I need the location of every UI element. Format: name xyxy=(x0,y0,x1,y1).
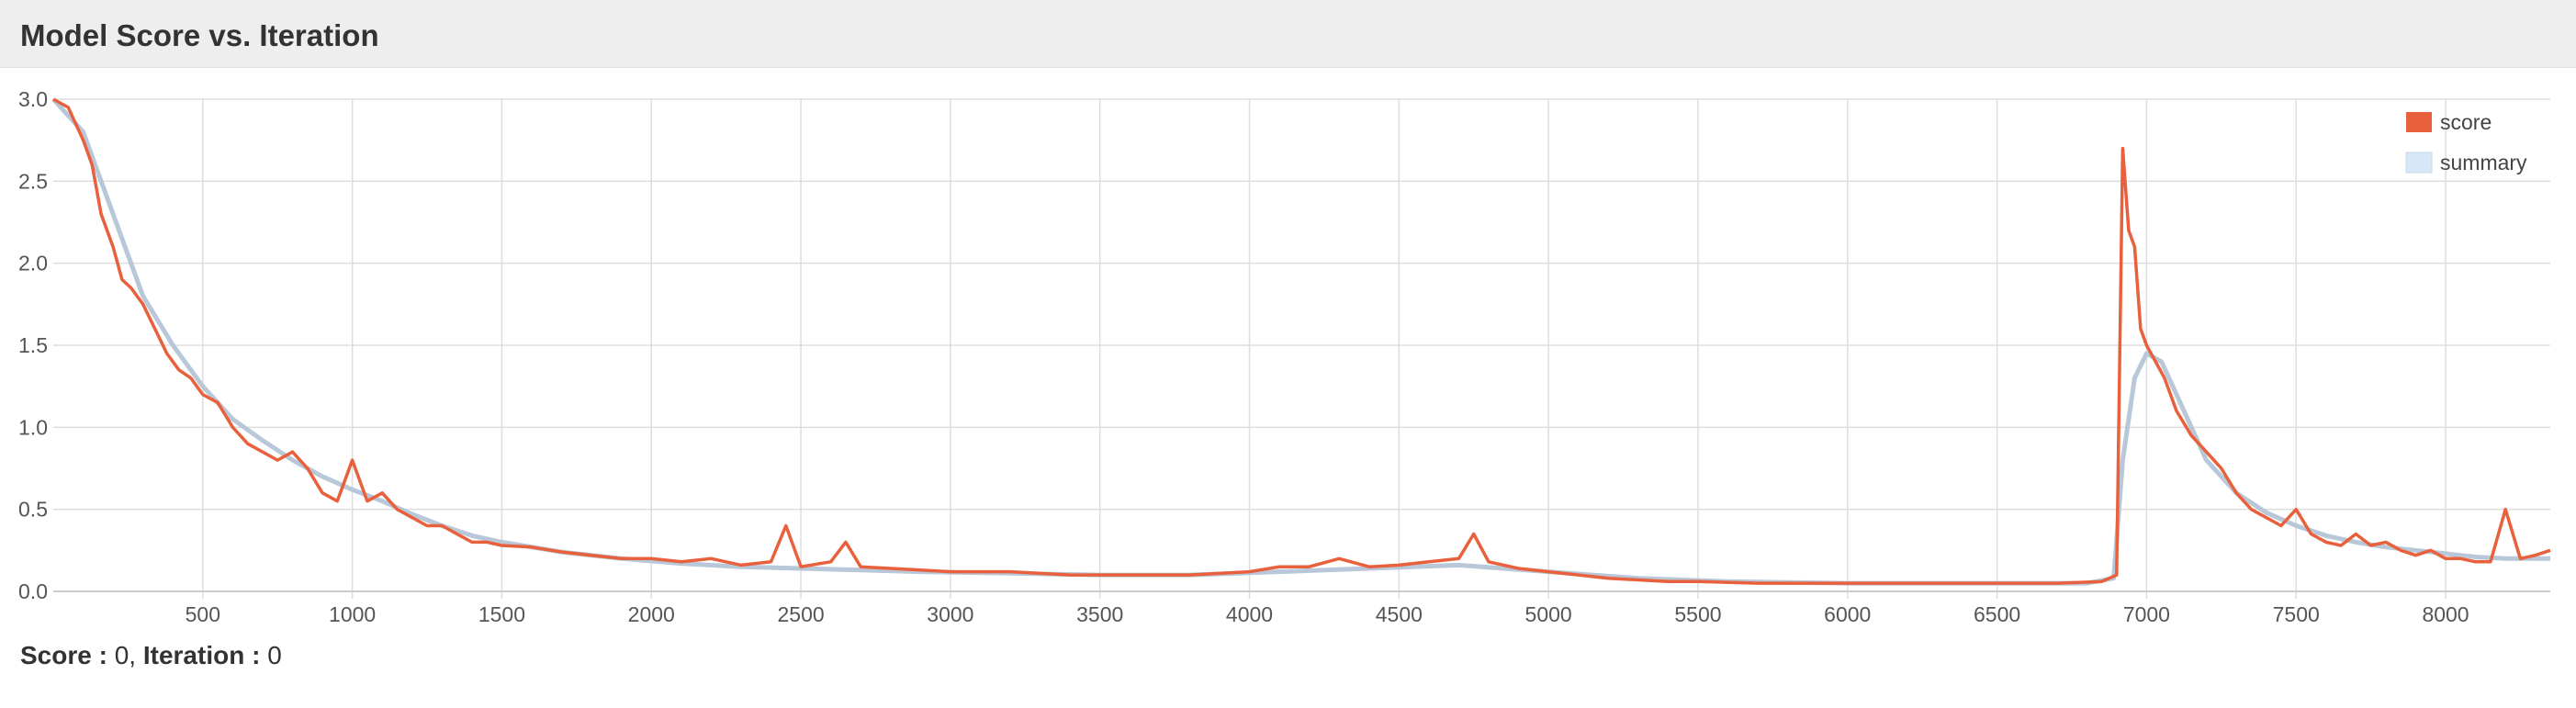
grid-lines xyxy=(53,98,2550,599)
x-tick-label: 5500 xyxy=(1674,602,1721,626)
iteration-label: Iteration : xyxy=(142,641,261,669)
y-tick-label: 2.5 xyxy=(18,169,48,193)
series-line-score[interactable] xyxy=(52,97,2551,585)
panel-title: Model Score vs. Iteration xyxy=(20,18,379,52)
model-score-chart[interactable]: 0.0 0.5 1.0 1.5 2.0 2.5 3.0 500 1000 1500 2000 2500… xyxy=(0,68,2576,637)
hover-readout: Score : 0, Iteration : 0 xyxy=(20,639,282,672)
y-tick-label: 0.5 xyxy=(18,498,48,522)
series-lines[interactable] xyxy=(51,97,2551,586)
x-tick-label: 1500 xyxy=(478,602,525,626)
score-value: 0 xyxy=(114,641,129,669)
legend-swatch-summary[interactable] xyxy=(2405,152,2433,174)
x-tick-label: 6000 xyxy=(1824,602,1871,626)
y-tick-label: 3.0 xyxy=(18,87,48,111)
x-tick-label: 2000 xyxy=(628,602,675,626)
x-tick-label: 4000 xyxy=(1226,602,1273,626)
x-tick-label: 1000 xyxy=(329,602,376,626)
panel-header: Model Score vs. Iteration xyxy=(0,0,2576,68)
x-tick-label: 3500 xyxy=(1076,602,1123,626)
x-tick-label: 8000 xyxy=(2422,602,2469,626)
legend-swatch-score[interactable] xyxy=(2406,112,2432,132)
y-tick-label: 0.0 xyxy=(18,579,48,603)
y-tick-label: 1.0 xyxy=(18,415,48,439)
x-tick-label: 6500 xyxy=(1974,602,2020,626)
y-tick-label: 1.5 xyxy=(18,333,48,357)
x-tick-label: 7000 xyxy=(2123,602,2170,626)
x-tick-label: 2500 xyxy=(777,602,824,626)
axis: 0.0 0.5 1.0 1.5 2.0 2.5 3.0 500 1000 1500 2000 2500… xyxy=(18,87,2550,626)
x-tick-label: 5000 xyxy=(1525,602,1572,626)
y-tick-label: 2.0 xyxy=(18,252,48,275)
x-tick-label: 4500 xyxy=(1376,602,1423,626)
readout-separator: , xyxy=(129,641,137,669)
x-tick-label: 3000 xyxy=(927,602,973,626)
legend-label-summary[interactable]: summary xyxy=(2440,151,2527,174)
iteration-value: 0 xyxy=(267,641,282,669)
legend[interactable]: score summary xyxy=(2405,110,2527,174)
x-tick-label: 500 xyxy=(186,602,220,626)
x-tick-label: 7500 xyxy=(2273,602,2320,626)
legend-label-score[interactable]: score xyxy=(2440,110,2492,134)
score-label: Score : xyxy=(20,641,107,669)
series-line-summary[interactable] xyxy=(51,97,2550,586)
